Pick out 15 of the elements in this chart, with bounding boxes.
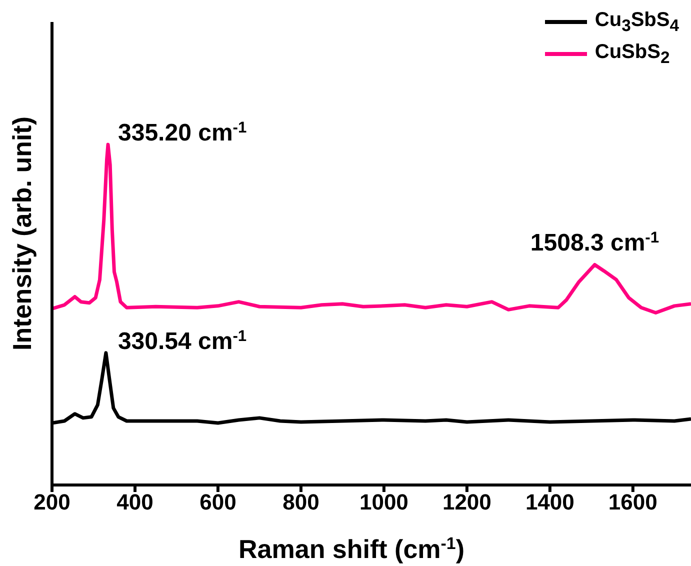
x-tick-label: 800 (282, 490, 320, 515)
x-tick-label: 1600 (608, 490, 658, 515)
x-tick-label: 200 (34, 490, 70, 515)
x-tick-label: 400 (116, 490, 154, 515)
legend-label: CuSbS$_{2}$ (594, 40, 670, 68)
x-tick-label: 600 (200, 490, 236, 515)
x-axis-title: Raman shift (cm$^{-1}$) (238, 534, 464, 564)
x-tick-label: 1400 (525, 490, 574, 515)
x-tick-label: 1000 (359, 490, 408, 515)
annotation: 335.20 cm$^{-1}$ (118, 119, 247, 147)
annotation: 330.54 cm$^{-1}$ (118, 327, 247, 355)
annotation: 1508.3 cm$^{-1}$ (530, 229, 660, 257)
legend-label: Cu$_{3}$SbS$_{4}$ (594, 8, 679, 36)
y-axis-title: Intensity (arb. unit) (7, 116, 37, 350)
x-tick-label: 1200 (442, 490, 492, 515)
